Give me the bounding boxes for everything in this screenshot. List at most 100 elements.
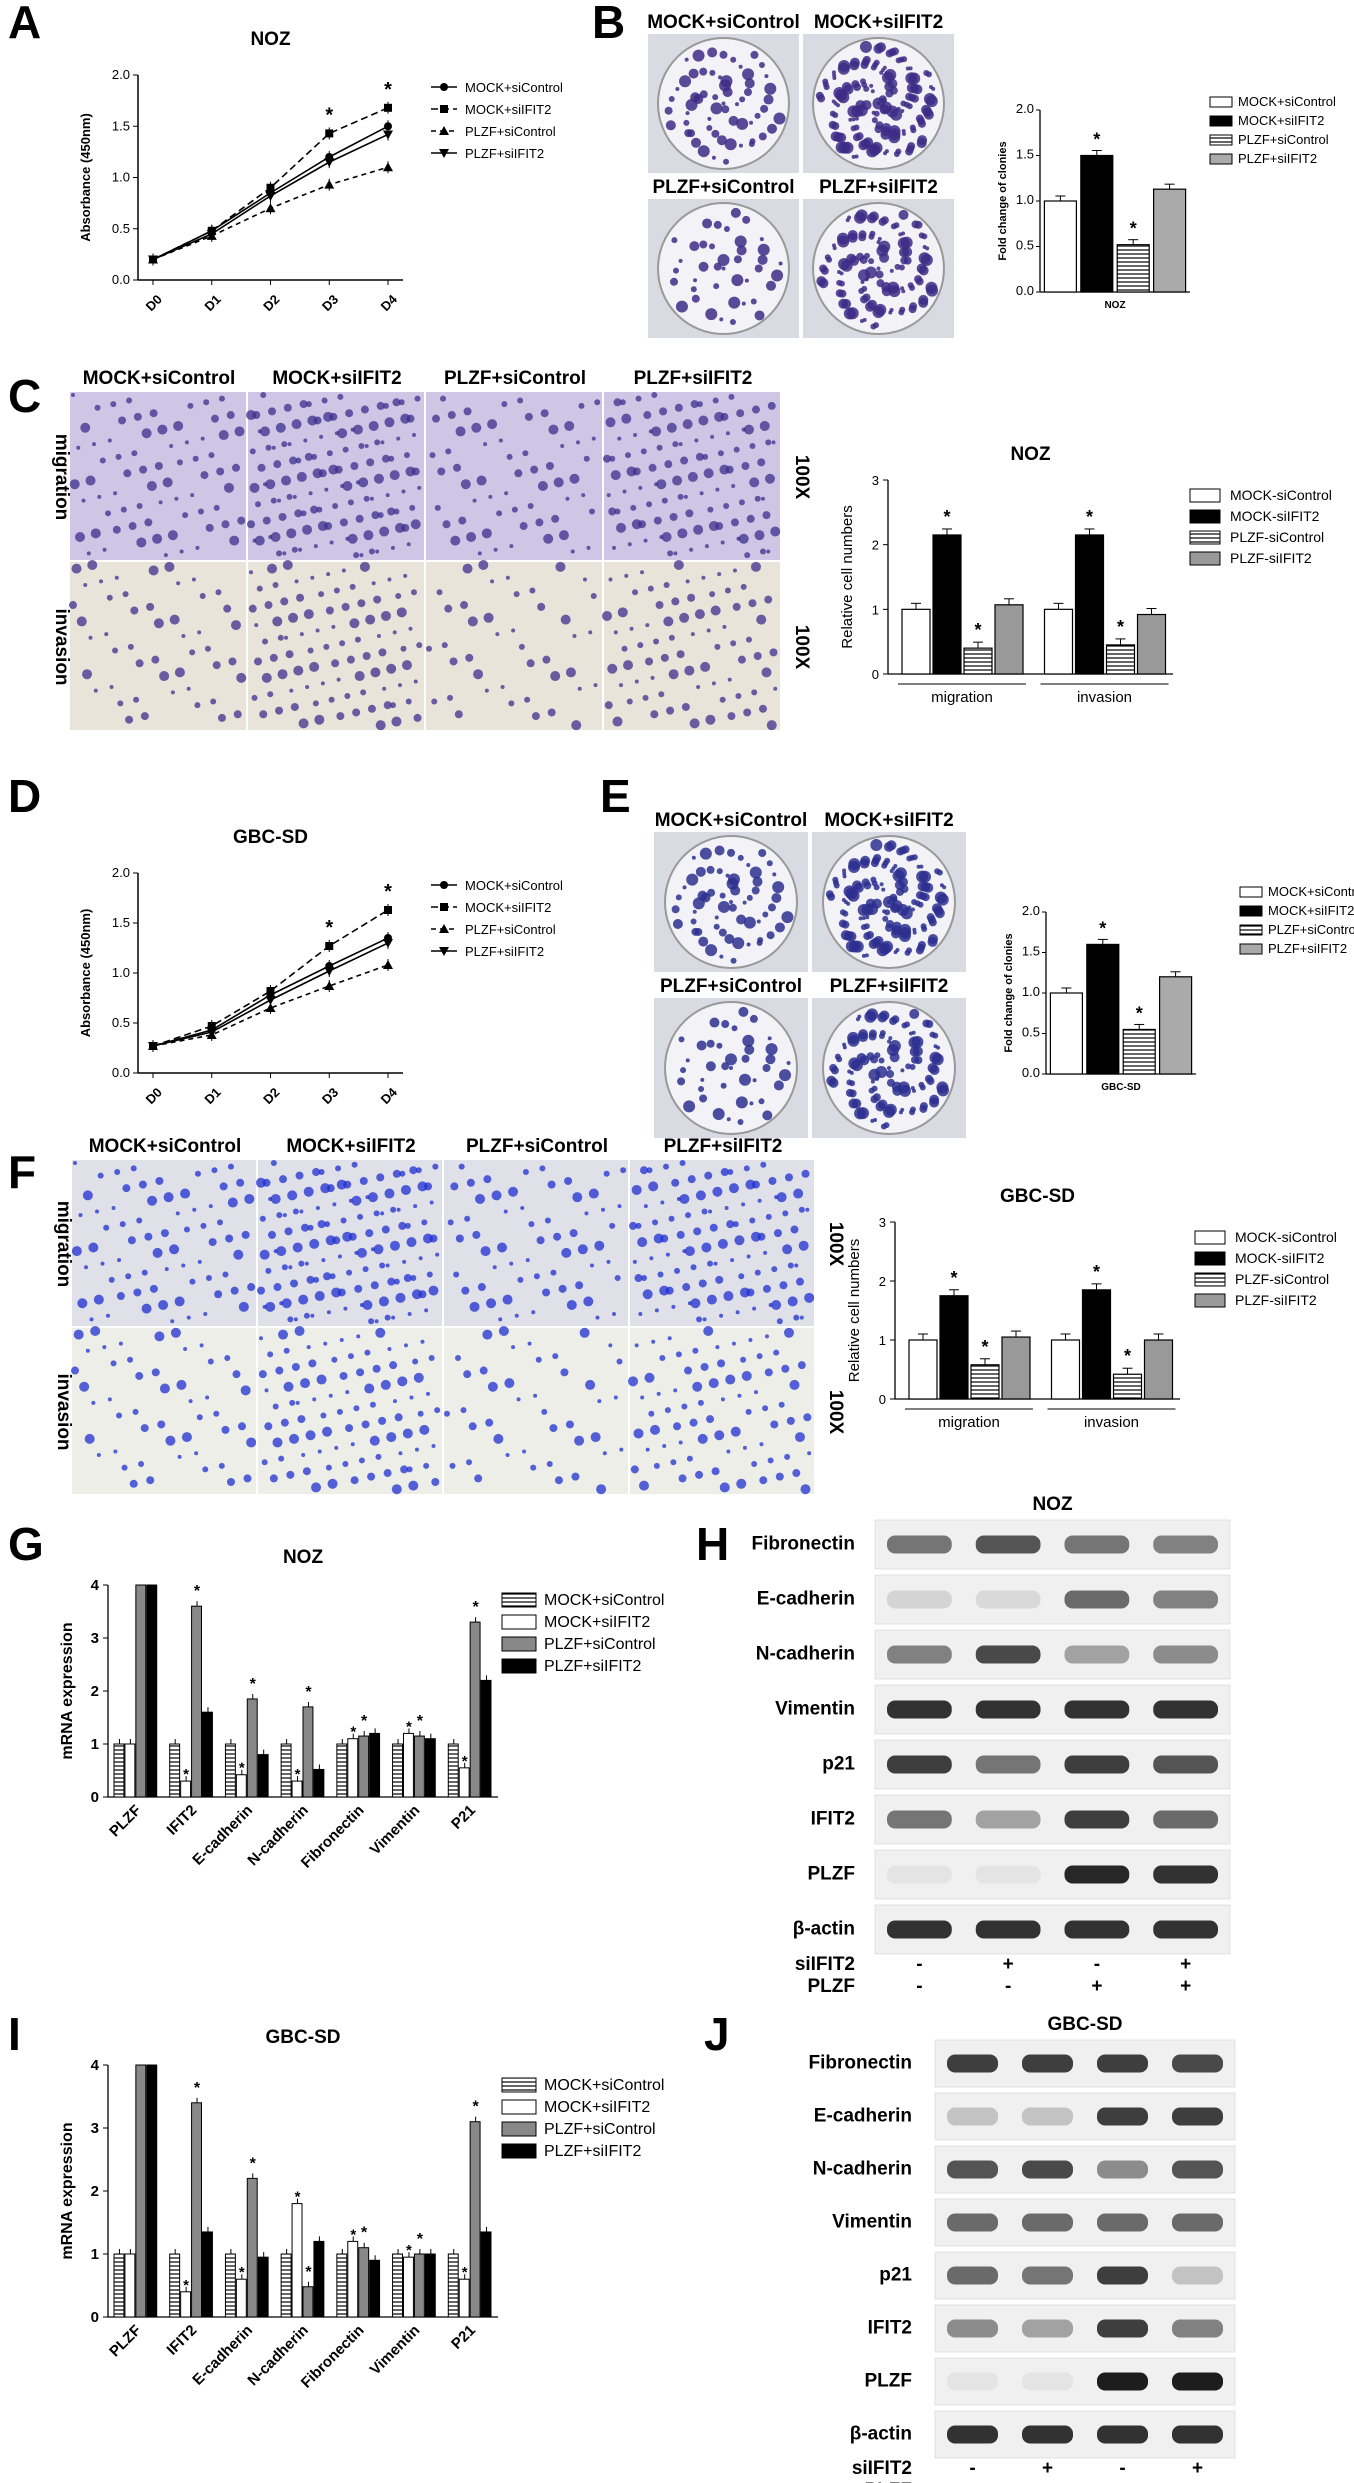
- colony-dot: [871, 117, 878, 124]
- cell-dot: [630, 1465, 639, 1474]
- cell-dot: [765, 1213, 772, 1220]
- cell-dot: [91, 1400, 96, 1405]
- cell-dot: [223, 604, 232, 613]
- cell-dot: [500, 684, 505, 689]
- cell-dot: [380, 610, 391, 621]
- bar: [1112, 1373, 1143, 1400]
- colony-dot: [702, 218, 713, 229]
- cell-dot: [682, 1283, 691, 1292]
- y-axis-label: Fold change of clonies: [1003, 933, 1015, 1052]
- colony-dot: [720, 75, 733, 88]
- cell-dot: [348, 1198, 353, 1203]
- cell-dot: [417, 1410, 424, 1417]
- cell-dot: [334, 431, 339, 436]
- cell-dot: [285, 650, 294, 659]
- cell-dot: [313, 544, 318, 549]
- cell-dot: [724, 1205, 729, 1210]
- colony-dot: [736, 914, 747, 925]
- cell-dot: [303, 609, 314, 620]
- column-label: MOCK+siControl: [89, 1136, 242, 1157]
- transwell-c: MOCK+siControl MOCK+siIFIT2 PLZF+siControl…: [51, 368, 812, 731]
- cell-dot: [698, 1279, 707, 1288]
- cell-dot: [656, 444, 663, 451]
- cell-dot: [591, 436, 596, 441]
- cell-dot: [711, 1467, 720, 1476]
- cell-dot: [378, 1296, 389, 1307]
- cell-dot: [741, 461, 750, 470]
- colony-dot: [716, 135, 727, 146]
- cell-dot: [505, 575, 510, 580]
- cell-dot: [302, 1467, 311, 1476]
- cell-dot: [301, 1223, 310, 1232]
- colony-dot: [731, 274, 744, 287]
- colony-dot: [765, 1054, 776, 1065]
- cell-dot: [326, 1310, 331, 1315]
- bar: [169, 1743, 181, 1798]
- cell-dot: [197, 1259, 202, 1264]
- cell-dot: [213, 504, 220, 511]
- colony-dot: [697, 890, 708, 901]
- colony-dot: [707, 47, 718, 58]
- cell-dot: [730, 518, 739, 527]
- colony-dot: [736, 245, 747, 256]
- cell-dot: [684, 1246, 695, 1257]
- cell-dot: [706, 1415, 715, 1424]
- row-label: migration: [53, 1201, 74, 1288]
- cell-dot: [292, 1242, 303, 1253]
- cell-dot: [243, 1474, 252, 1483]
- colony-dot: [757, 254, 768, 265]
- blot-band: [1153, 1865, 1218, 1884]
- significance-star: *: [1124, 1346, 1131, 1366]
- cell-dot: [234, 426, 245, 437]
- cell-dot: [403, 452, 410, 459]
- cell-dot: [480, 1246, 491, 1257]
- cell-dot: [471, 422, 482, 433]
- cell-dot: [413, 1372, 424, 1383]
- cell-dot: [575, 440, 580, 445]
- cell-dot: [297, 1415, 306, 1424]
- x-tick-label: D3: [319, 292, 341, 314]
- cell-dot: [115, 453, 122, 460]
- cell-dot: [782, 1210, 789, 1217]
- cell-dot: [354, 636, 361, 643]
- colony-dot: [730, 885, 741, 896]
- blot-band: [1097, 2107, 1148, 2126]
- cell-dot: [205, 523, 214, 532]
- cell-dot: [175, 1211, 180, 1216]
- cell-dot: [299, 400, 308, 409]
- colony-dot: [925, 71, 932, 78]
- cell-dot: [205, 1275, 212, 1282]
- cell-dot: [255, 501, 262, 508]
- legend-label: MOCK+siControl: [1238, 94, 1336, 109]
- cell-dot: [773, 686, 778, 691]
- cell-dot: [346, 1269, 353, 1276]
- cell-dot: [281, 441, 288, 448]
- cell-dot: [131, 450, 138, 457]
- cell-dot: [411, 1289, 422, 1300]
- cell-dot: [151, 1368, 160, 1377]
- cell-dot: [463, 1370, 472, 1379]
- y-tick-label: 0.0: [1022, 1065, 1040, 1080]
- category-label: PLZF: [106, 2322, 145, 2361]
- bar: [291, 2203, 303, 2318]
- cell-dot: [643, 411, 652, 420]
- colony-dot: [682, 885, 687, 890]
- cell-dot: [268, 1196, 273, 1201]
- cell-dot: [203, 1312, 208, 1317]
- cell-dot: [227, 1163, 234, 1170]
- transwell-f: MOCK+siControl MOCK+siIFIT2 PLZF+siControl…: [53, 1136, 846, 1495]
- colony-dot: [734, 102, 739, 107]
- colony-dot: [754, 310, 765, 321]
- cell-dot: [429, 1200, 434, 1205]
- cell-dot: [177, 1454, 182, 1459]
- cell-dot: [734, 1235, 745, 1246]
- cell-dot: [262, 1304, 267, 1309]
- legend-label: PLZF+siIFIT2: [544, 1658, 641, 1675]
- cell-dot: [577, 1244, 588, 1255]
- cell-dot: [387, 1346, 392, 1351]
- colony-dot: [829, 110, 836, 117]
- colony-dot: [754, 112, 761, 119]
- colony-dot: [831, 99, 836, 104]
- data-point: [206, 1028, 217, 1037]
